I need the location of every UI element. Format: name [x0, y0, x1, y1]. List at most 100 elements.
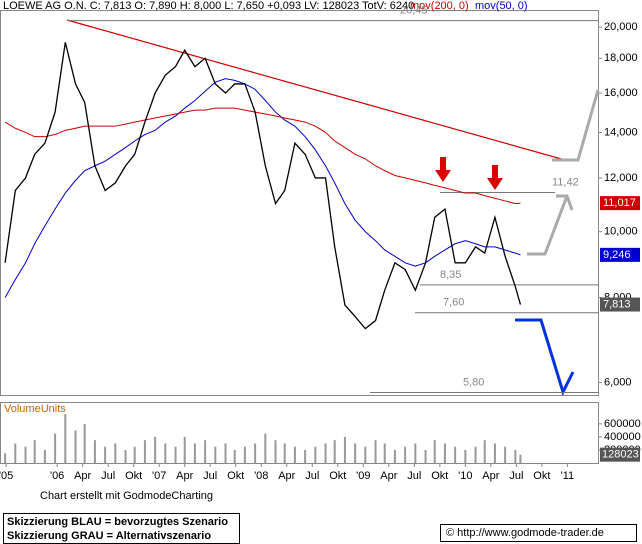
volume-bar: [183, 436, 186, 463]
copyright-box: [440, 524, 637, 542]
volume-bar: [474, 446, 477, 463]
y-tick-label: 12,000: [604, 172, 638, 184]
volume-bar: [393, 449, 396, 463]
volume-bar: [224, 443, 227, 463]
volume-bar: [114, 443, 117, 463]
y-tick-label: 6,000: [604, 376, 632, 388]
volume-bar: [154, 436, 157, 463]
legend-ma200: mov(200, 0): [410, 0, 469, 12]
volume-bar: [54, 433, 57, 463]
last-value-label: 11,017: [603, 197, 636, 209]
x-tick-label: '10: [458, 470, 472, 482]
volume-bar: [83, 423, 86, 463]
volume-bar: [93, 440, 96, 463]
gray-scenario-path: [552, 89, 600, 162]
x-tick-label: Okt: [227, 470, 244, 482]
volume-bar: [204, 440, 207, 463]
volume-bar: [483, 440, 486, 463]
series-line: [4, 107, 521, 205]
x-tick-label: Apr: [380, 470, 397, 482]
volume-bar: [24, 446, 27, 463]
last-value-box: [600, 297, 640, 312]
volume-bar: [164, 443, 167, 463]
volume-frame: [0, 402, 599, 464]
y-tick-label: 16,000: [604, 87, 638, 99]
x-tick-label: Apr: [74, 470, 91, 482]
volume-bar: [514, 449, 517, 463]
volume-bar: [4, 453, 7, 463]
volume-bar: [254, 443, 257, 463]
volume-bar: [43, 449, 46, 463]
volume-bar: [214, 446, 217, 463]
volume-bar: [454, 446, 457, 463]
header-title: LOEWE AG O.N. C: 7,813 O: 7,890 H: 8,000…: [3, 0, 414, 12]
scenario-blue: Skizzierung BLAU = bevorzugtes Szenario: [7, 516, 228, 528]
volume-bar: [383, 443, 386, 463]
x-tick-label: Jul: [101, 470, 115, 482]
volume-bar: [124, 449, 127, 463]
legend-ma50: mov(50, 0): [475, 0, 528, 12]
gray-scenario-path: [527, 195, 569, 256]
level-label: 8,35: [440, 269, 461, 281]
y-tick-label: 18,000: [604, 52, 638, 64]
x-tick-label: Jul: [509, 470, 523, 482]
blue-scenario: [515, 318, 575, 397]
scenario-gray: Skizzierung GRAU = Alternativszenario: [7, 530, 211, 542]
volume-bar: [174, 446, 177, 463]
volume-bar: [33, 440, 36, 463]
y-tick-label: 10,000: [604, 226, 638, 238]
volume-bar: [264, 433, 267, 463]
volume-bar: [493, 443, 496, 463]
volume-bar: [233, 449, 236, 463]
x-tick-label: Jul: [305, 470, 319, 482]
level-label: 11,42: [552, 176, 579, 188]
copyright: © http://www.godmode-trader.de: [446, 527, 604, 539]
x-tick-label: '06: [50, 470, 64, 482]
resistance-line: [66, 19, 566, 161]
volume-bar: [443, 443, 446, 463]
credit: Chart erstellt mit GodmodeCharting: [40, 490, 213, 502]
y-tick-label: 20,000: [604, 21, 638, 33]
y-tick-label: 600000: [604, 418, 641, 430]
x-tick-label: Okt: [329, 470, 346, 482]
volume-bar: [283, 443, 286, 463]
volume-bar: [433, 440, 436, 463]
x-tick-label: Apr: [482, 470, 499, 482]
last-value-box: [600, 196, 640, 211]
series-line: [4, 78, 521, 298]
red-arrow: [487, 165, 503, 190]
volume-bar: [243, 446, 246, 463]
last-value-label: 9,246: [603, 249, 631, 261]
x-tick-label: Apr: [176, 470, 193, 482]
legend-box: [3, 513, 240, 544]
volume-bar: [519, 454, 522, 463]
volume-bar: [324, 443, 327, 463]
x-tick-label: Okt: [125, 470, 142, 482]
volume-bar: [14, 443, 17, 463]
volume-bar: [333, 440, 336, 463]
x-tick-label: '09: [356, 470, 370, 482]
level-label: 20,45: [400, 5, 428, 17]
volume-bar: [74, 430, 77, 463]
y-tick-label: 400000: [604, 431, 641, 443]
x-tick-label: Jul: [407, 470, 421, 482]
gray-scenario: [527, 89, 600, 256]
x-tick-label: '11: [561, 470, 575, 482]
gray-arrowhead: [556, 194, 574, 211]
x-tick-label: Apr: [278, 470, 295, 482]
x-tick-label: Okt: [533, 470, 550, 482]
x-tick-label: '08: [254, 470, 268, 482]
volume-title: VolumeUnits: [4, 403, 66, 415]
x-tick-label: '05: [0, 470, 13, 482]
volume-bar: [404, 446, 407, 463]
last-value-box: [600, 247, 640, 262]
volume-bar: [354, 443, 357, 463]
y-tick-label: 14,000: [604, 126, 638, 138]
x-tick-label: Okt: [431, 470, 448, 482]
volume-bar: [374, 440, 377, 463]
volume-bar: [314, 446, 317, 463]
volume-bar: [504, 446, 507, 463]
blue-scenario-path: [515, 318, 575, 397]
last-volume-label: 128023: [602, 449, 639, 461]
